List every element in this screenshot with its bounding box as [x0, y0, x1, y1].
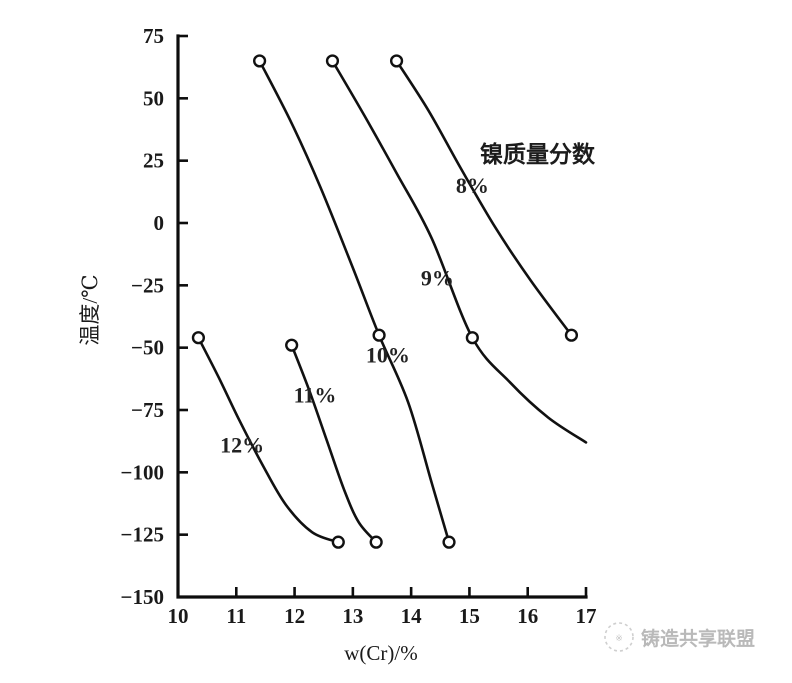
curve-10pct — [258, 59, 451, 544]
y-tick-label: 75 — [143, 24, 164, 48]
tick-marks — [176, 34, 588, 599]
x-tick-label: 15 — [459, 604, 480, 628]
data-point-marker — [389, 54, 404, 68]
curve-8pct — [395, 59, 573, 337]
series-annotations: 8% 9% 10% 11% 12% — [220, 173, 489, 457]
x-tick-label: 12 — [284, 604, 305, 628]
series-label-8pct: 8% — [456, 173, 489, 198]
x-tick-label: 13 — [342, 604, 363, 628]
y-tick-label: −150 — [121, 585, 164, 609]
x-tick-label: 14 — [401, 604, 423, 628]
y-tick-label: −75 — [131, 398, 164, 422]
x-tick-label: 16 — [517, 604, 538, 628]
data-point-marker — [191, 331, 206, 345]
y-tick-label: −100 — [121, 460, 164, 484]
y-tick-label: 0 — [154, 211, 165, 235]
x-tick-label: 10 — [168, 604, 189, 628]
data-curves — [197, 59, 588, 544]
curve-9pct — [331, 59, 588, 444]
data-point-marker — [442, 535, 456, 549]
data-point-markers — [191, 54, 579, 549]
data-point-marker — [564, 328, 579, 342]
y-tick-label: 50 — [143, 86, 164, 110]
data-point-marker — [331, 535, 345, 549]
y-tick-labels: 75 50 25 0 −25 −50 −75 −100 −125 −150 — [121, 24, 164, 609]
logo-inner-glyph: ※ — [615, 634, 623, 644]
x-tick-label: 17 — [576, 604, 597, 628]
data-point-marker — [369, 535, 383, 549]
data-point-marker — [325, 54, 340, 68]
x-axis-title: w(Cr)/% — [344, 641, 417, 665]
data-point-marker — [372, 328, 386, 342]
watermark-label: 铸造共享联盟 — [641, 627, 755, 650]
x-tick-labels: 10 11 12 13 14 15 16 17 — [168, 604, 597, 628]
circular-logo-icon — [604, 622, 634, 652]
series-label-11pct: 11% — [294, 383, 337, 408]
series-label-9pct: 9% — [421, 265, 454, 290]
y-tick-label: −25 — [131, 273, 164, 297]
data-point-marker — [285, 338, 299, 352]
legend-title: 镍质量分数 — [480, 141, 596, 168]
data-point-marker — [465, 331, 479, 345]
y-tick-label: 25 — [143, 149, 164, 173]
data-point-marker — [253, 54, 267, 68]
series-label-12pct: 12% — [220, 432, 264, 457]
curve-12pct — [197, 336, 340, 544]
y-axis-title: 温度/℃ — [78, 274, 102, 345]
curve-11pct — [290, 343, 378, 544]
axes — [176, 34, 588, 599]
y-tick-label: −125 — [121, 523, 164, 547]
x-tick-label: 11 — [226, 604, 246, 628]
axis-lines — [176, 34, 588, 599]
watermark: ※ 铸造共享联盟 — [604, 622, 755, 652]
y-tick-label: −50 — [131, 336, 164, 360]
series-label-10pct: 10% — [366, 343, 410, 368]
